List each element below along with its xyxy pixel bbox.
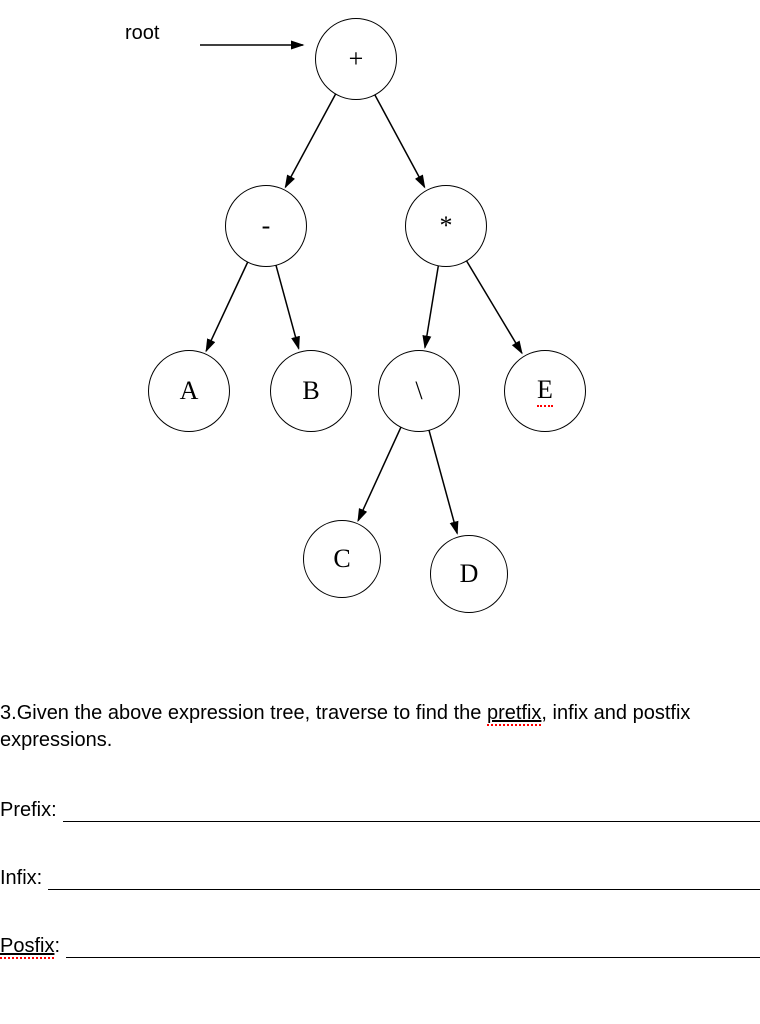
node-plus: + [315, 18, 397, 100]
infix-label: Infix: [0, 867, 42, 890]
node-C: C [303, 520, 381, 598]
root-label: root [125, 22, 159, 45]
prefix-blank[interactable] [63, 799, 760, 822]
node-D: D [430, 535, 508, 613]
question-body-before: Given the above expression tree, travers… [17, 702, 487, 724]
node-E: E [504, 350, 586, 432]
question-text: 3.Given the above expression tree, trave… [0, 700, 760, 754]
node-star: * [405, 185, 487, 267]
node-B: B [270, 350, 352, 432]
prefix-row: Prefix: [0, 799, 760, 822]
node-minus: - [225, 185, 307, 267]
pretfix-word: pretfix [487, 702, 541, 726]
infix-blank[interactable] [48, 867, 760, 890]
postfix-blank[interactable] [66, 935, 760, 958]
tree-edges-svg [0, 0, 760, 700]
node-slash: \ [378, 350, 460, 432]
question-number: 3. [0, 702, 17, 724]
expression-tree-diagram: root + - * AB \ E CD [0, 0, 760, 700]
node-A: A [148, 350, 230, 432]
postfix-label: Posfix: [0, 935, 60, 958]
prefix-label: Prefix: [0, 799, 57, 822]
postfix-row: Posfix: [0, 935, 760, 958]
infix-row: Infix: [0, 867, 760, 890]
